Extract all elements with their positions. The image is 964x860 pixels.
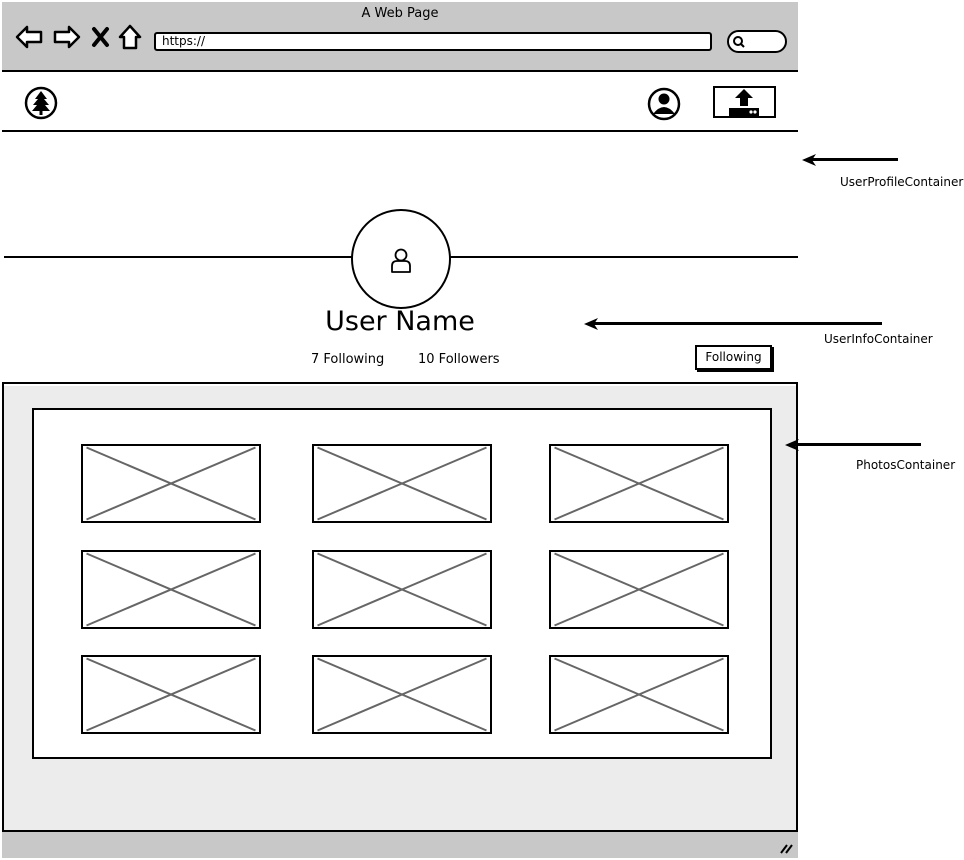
annotation-label: UserInfoContainer [824,332,933,346]
photo-thumbnail[interactable] [312,655,492,734]
image-placeholder-icon [83,657,259,732]
followers-count[interactable]: 10 Followers [418,352,500,367]
window-title: A Web Page [361,6,439,21]
image-placeholder-icon [314,446,490,521]
address-bar[interactable]: https:// [154,32,712,51]
close-icon[interactable] [89,22,119,52]
following-count[interactable]: 7 Following [311,352,385,367]
following-button[interactable]: Following [695,345,772,370]
search-button[interactable] [727,30,787,53]
image-placeholder-icon [83,446,259,521]
image-placeholder-icon [551,446,727,521]
image-placeholder-icon [83,552,259,627]
annotation-label: PhotosContainer [856,458,956,472]
photo-thumbnail[interactable] [312,444,492,523]
photo-thumbnail[interactable] [81,444,261,523]
photo-thumbnail[interactable] [81,655,261,734]
image-placeholder-icon [551,657,727,732]
annotation-arrow [795,443,921,446]
forward-arrow-icon[interactable] [52,22,82,52]
home-icon[interactable] [116,22,146,52]
user-circle-icon[interactable] [646,86,682,122]
image-placeholder-icon [551,552,727,627]
arrowhead [785,437,801,456]
photo-thumbnail[interactable] [312,550,492,629]
arrowhead [802,152,818,171]
search-icon [733,36,743,46]
status-bar [2,830,798,858]
image-placeholder-icon [314,552,490,627]
annotation-label: UserProfileContainer [840,175,964,189]
resize-grip-icon[interactable] [778,840,794,854]
annotation-arrow [812,158,898,161]
photo-thumbnail[interactable] [81,550,261,629]
photo-thumbnail[interactable] [549,444,729,523]
back-arrow-icon[interactable] [14,22,44,52]
photo-thumbnail[interactable] [549,655,729,734]
profile-picture[interactable] [351,209,451,309]
user-name: User Name [325,306,475,337]
user-icon [391,248,411,273]
tree-icon[interactable] [24,86,58,120]
photo-thumbnail[interactable] [549,550,729,629]
annotation-arrow [594,322,882,325]
upload-icon[interactable] [713,86,776,118]
image-placeholder-icon [314,657,490,732]
arrowhead [584,316,600,335]
